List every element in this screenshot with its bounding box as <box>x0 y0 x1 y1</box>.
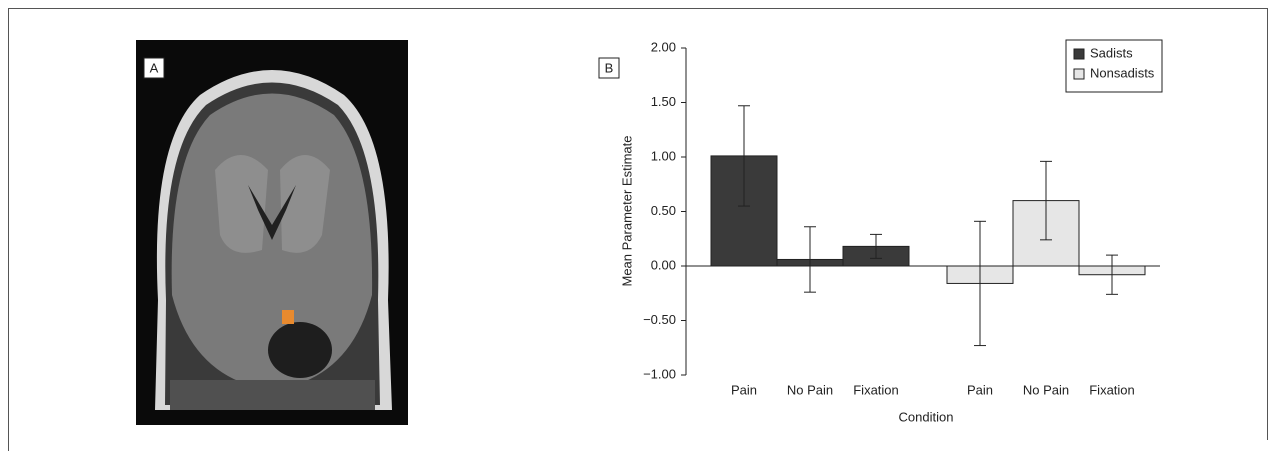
y-tick-label: 2.00 <box>651 39 676 54</box>
panel-label: B <box>605 60 614 75</box>
y-tick-label: 1.00 <box>651 148 676 163</box>
y-tick-label: 0.00 <box>651 257 676 272</box>
x-tick-label: No Pain <box>787 382 833 397</box>
page: {"panel_labels": ["A", "B"], "chart_data… <box>0 0 1276 456</box>
legend-swatch <box>1074 49 1084 59</box>
x-axis-label: Condition <box>899 409 954 424</box>
x-tick-label: Pain <box>731 382 757 397</box>
legend-label: Sadists <box>1090 45 1133 60</box>
x-tick-label: Fixation <box>1089 382 1135 397</box>
y-tick-label: 0.50 <box>651 203 676 218</box>
y-tick-label: 1.50 <box>651 94 676 109</box>
legend-swatch <box>1074 69 1084 79</box>
figure: A B Mean Parameter Estimate Condition −1… <box>0 0 1276 451</box>
panel-label: A <box>150 60 159 75</box>
x-tick-label: No Pain <box>1023 382 1069 397</box>
y-tick-label: −1.00 <box>643 366 676 381</box>
y-tick-label: −0.50 <box>643 312 676 327</box>
legend-label: Nonsadists <box>1090 65 1155 80</box>
x-tick-label: Pain <box>967 382 993 397</box>
y-axis-label: Mean Parameter Estimate <box>619 135 634 286</box>
x-tick-label: Fixation <box>853 382 899 397</box>
brain-image <box>136 40 408 425</box>
